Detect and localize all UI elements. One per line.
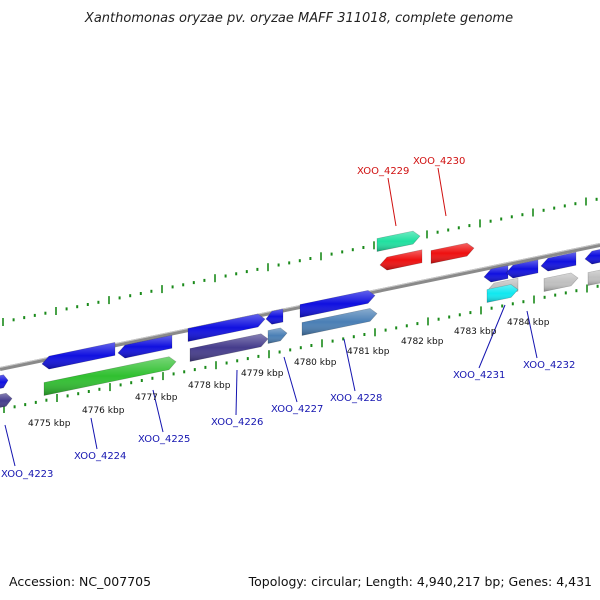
scale-label-4777: 4777 kbp <box>135 393 178 403</box>
scale-label-4778: 4778 kbp <box>188 381 231 391</box>
scale-label-4775: 4775 kbp <box>28 419 71 429</box>
leader-xoo-4226 <box>235 369 238 416</box>
gene-label-xoo-4231[interactable]: XOO_4231 <box>453 370 505 381</box>
gene-label-xoo-4228[interactable]: XOO_4228 <box>330 393 382 404</box>
gene-red-4229[interactable] <box>379 249 423 271</box>
gene-red-4230[interactable] <box>430 242 475 264</box>
scale-label-4779: 4779 kbp <box>241 369 284 379</box>
gene-label-xoo-4224[interactable]: XOO_4224 <box>74 451 126 462</box>
gene-xoo-4223-a[interactable] <box>0 374 9 390</box>
scale-label-4784: 4784 kbp <box>507 318 550 328</box>
scale-label-4776: 4776 kbp <box>82 406 125 416</box>
gene-label-xoo-4229[interactable]: XOO_4229 <box>357 166 409 177</box>
scale-label-4781: 4781 kbp <box>347 347 390 357</box>
scale-labels: 4775 kbp 4776 kbp 4777 kbp 4778 kbp 4779… <box>28 318 550 429</box>
scale-label-4782: 4782 kbp <box>401 337 444 347</box>
gene-blue-4224-left[interactable] <box>41 342 116 370</box>
leader-xoo-4229 <box>387 177 397 227</box>
gene-teal-4229[interactable] <box>376 230 421 252</box>
leader-xoo-4230 <box>437 167 447 217</box>
leader-xoo-4228 <box>343 338 356 392</box>
gene-gray-edge[interactable] <box>587 269 600 286</box>
gene-name-labels: XOO_4223 XOO_4224 XOO_4225 XOO_4226 XOO_… <box>1 156 575 480</box>
gene-label-xoo-4227[interactable]: XOO_4227 <box>271 404 323 415</box>
gene-steel-4227[interactable] <box>267 327 288 344</box>
gene-gray-4232[interactable] <box>543 272 579 292</box>
gene-label-xoo-4230[interactable]: XOO_4230 <box>413 156 465 167</box>
gene-label-xoo-4232[interactable]: XOO_4232 <box>523 360 575 371</box>
leader-xoo-4224 <box>90 417 98 450</box>
scale-label-4783: 4783 kbp <box>454 327 497 337</box>
gene-label-xoo-4226[interactable]: XOO_4226 <box>211 417 263 428</box>
gene-blue-4227[interactable] <box>265 308 284 325</box>
leader-xoo-4225 <box>152 389 164 433</box>
genome-summary-text: Topology: circular; Length: 4,940,217 bp… <box>248 574 592 589</box>
leader-xoo-4223 <box>4 424 16 467</box>
label-leaders <box>4 167 538 467</box>
gene-blue-edge[interactable] <box>584 247 600 265</box>
gene-xoo-4223-b[interactable] <box>0 392 13 408</box>
leader-xoo-4227 <box>283 356 298 403</box>
gene-label-xoo-4225[interactable]: XOO_4225 <box>138 434 190 445</box>
leader-xoo-4232 <box>526 310 538 359</box>
leader-xoo-4231 <box>478 304 506 369</box>
map-title: Xanthomonas oryzae pv. oryzae MAFF 31101… <box>84 11 513 26</box>
accession-text: Accession: NC_007705 <box>9 574 151 589</box>
scale-label-4780: 4780 kbp <box>294 358 337 368</box>
gene-label-xoo-4223[interactable]: XOO_4223 <box>1 469 53 480</box>
